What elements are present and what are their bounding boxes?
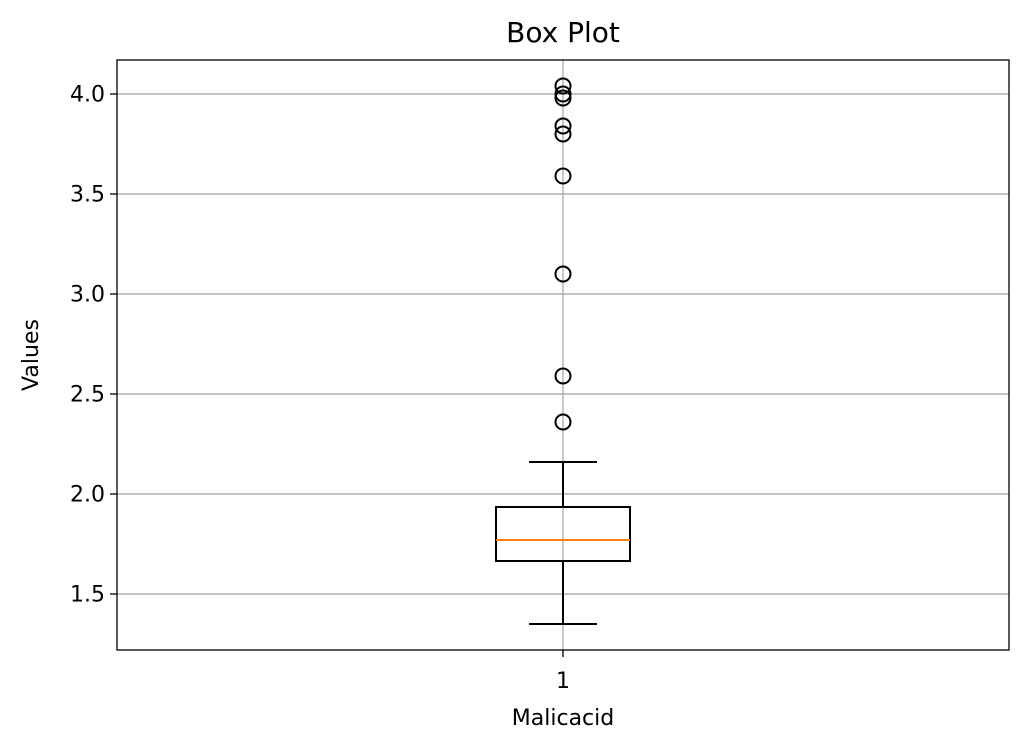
outlier-point [554, 85, 572, 103]
y-tick-label: 2.0 [70, 483, 105, 508]
x-axis-ticks: 1 [556, 650, 570, 694]
x-tick-label: 1 [556, 669, 570, 694]
chart-title: Box Plot [506, 16, 620, 49]
x-axis-label: Malicacid [512, 706, 614, 731]
y-tick-label: 3.0 [70, 283, 105, 308]
iqr-box [495, 506, 631, 562]
outlier-point [554, 265, 572, 283]
outlier-point [554, 117, 572, 135]
outlier-point [554, 167, 572, 185]
outlier-point [554, 367, 572, 385]
y-axis-label: Values [19, 319, 44, 391]
y-tick-label: 1.5 [70, 583, 105, 608]
outlier-point [554, 413, 572, 431]
y-tick-label: 2.5 [70, 383, 105, 408]
y-tick-label: 3.5 [70, 183, 105, 208]
outlier-point [554, 125, 572, 143]
y-tick-label: 4.0 [70, 83, 105, 108]
box-layer [495, 77, 631, 625]
outlier-point [554, 77, 572, 95]
y-axis-ticks: 1.5 2.0 2.5 3.0 3.5 4.0 [70, 83, 117, 608]
